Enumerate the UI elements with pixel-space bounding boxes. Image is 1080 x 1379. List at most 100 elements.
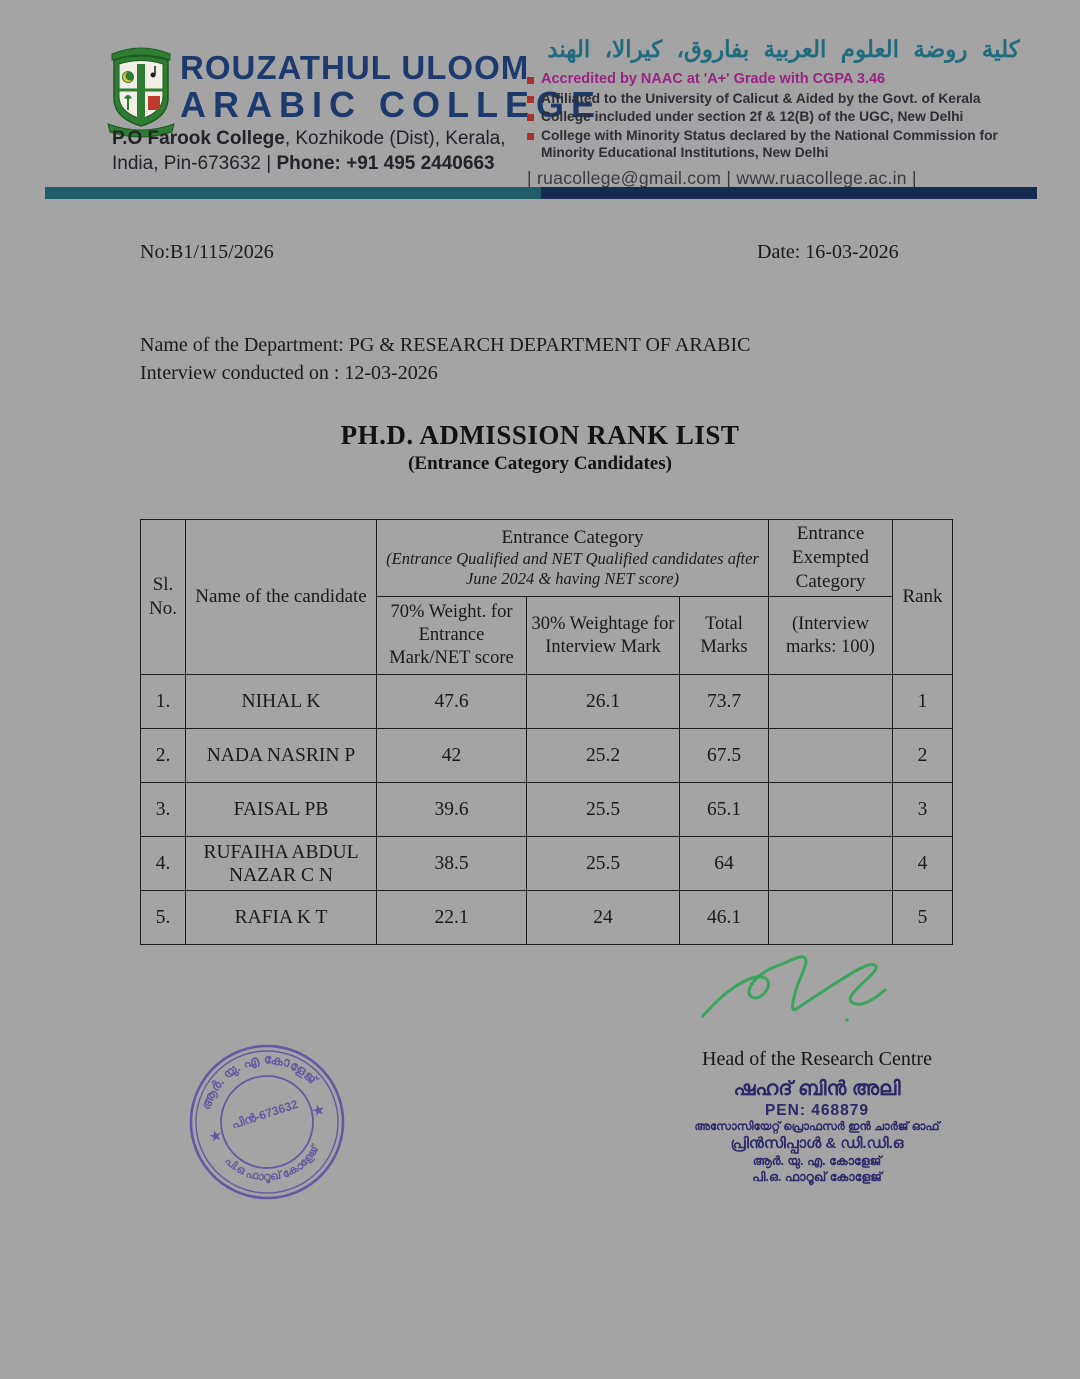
address-line1: P.O Farook College, Kozhikode (Dist), Ke…	[112, 126, 522, 151]
cell-name: RAFIA K T	[185, 890, 377, 945]
rank-list-table: Sl. No. Name of the candidate Entrance C…	[140, 519, 953, 945]
cell-name: NIHAL K	[185, 674, 377, 729]
cell-exempted	[768, 782, 893, 837]
header-sl-no: Sl. No.	[140, 519, 186, 675]
table-row: 2. NADA NASRIN P 42 25.2 67.5 2	[140, 728, 953, 783]
college-name-line2: ARABIC COLLEGE	[180, 83, 602, 125]
cell-rank: 4	[892, 836, 953, 891]
cell-exempted	[768, 890, 893, 945]
accreditation-item: Accredited by NAAC at 'A+' Grade with CG…	[527, 71, 1040, 89]
header-entrance-exempted: Entrance Exempted Category	[768, 519, 893, 597]
signatory-pen-number: PEN: 468879	[764, 1102, 870, 1119]
page-subtitle: (Entrance Category Candidates)	[408, 453, 672, 474]
accreditation-list: Accredited by NAAC at 'A+' Grade with CG…	[527, 71, 1040, 162]
signature-scribble	[701, 955, 887, 1022]
signatory-role: Head of the Research Centre	[702, 1048, 932, 1070]
contact-line: | ruacollege@gmail.com | www.ruacollege.…	[527, 167, 917, 188]
bullet-square-icon	[527, 95, 534, 103]
cell-w70: 42	[376, 728, 527, 783]
accreditation-naac: Accredited by NAAC at 'A+' Grade with CG…	[541, 71, 886, 87]
cell-name: RUFAIHA ABDUL NAZAR C N	[185, 836, 377, 891]
header-total-marks: Total Marks	[679, 596, 769, 675]
header-rank: Rank	[892, 519, 953, 675]
two-tone-divider-bar	[45, 187, 1037, 199]
department-name: Name of the Department: PG & RESEARCH DE…	[140, 334, 751, 356]
cell-total: 46.1	[679, 890, 769, 945]
cell-w70: 47.6	[376, 674, 527, 729]
table-row: 3. FAISAL PB 39.6 25.5 65.1 3	[140, 782, 953, 837]
cell-sl: 3.	[140, 782, 186, 837]
office-round-stamp: ആർ. യു. എ കോളേജ് പി.ഒ ഫാറൂഖ് കോളേജ് ★ ★ …	[189, 1039, 345, 1200]
header-right-block: كلية روضة العلوم العربية بفاروق، كيرالا،…	[527, 36, 1040, 189]
cell-total: 64	[679, 836, 769, 891]
entrance-category-title: Entrance Category	[501, 527, 644, 548]
cell-exempted	[768, 674, 893, 729]
table-row: 4. RUFAIHA ABDUL NAZAR C N 38.5 25.5 64 …	[140, 836, 953, 891]
department-block: Name of the Department: PG & RESEARCH DE…	[140, 331, 750, 387]
interview-date: Interview conducted on : 12-03-2026	[140, 362, 438, 384]
table-row: 5. RAFIA K T 22.1 24 46.1 5	[140, 890, 953, 945]
cell-rank: 5	[892, 890, 953, 945]
cell-w30: 25.5	[526, 782, 680, 837]
entrance-category-subtitle: (Entrance Qualified and NET Qualified ca…	[386, 549, 759, 588]
header-70-weightage: 70% Weight. for Entrance Mark/NET score	[376, 596, 527, 675]
bullet-square-icon	[527, 77, 534, 84]
accreditation-item: College included under section 2f & 12(B…	[527, 108, 1040, 126]
cell-w30: 25.2	[526, 728, 680, 783]
cell-exempted	[768, 728, 893, 783]
cell-exempted	[768, 836, 893, 891]
cell-total: 65.1	[679, 782, 769, 837]
cell-sl: 5.	[140, 890, 186, 945]
signatory-name-malayalam: ഷഹദ് ബിൻ അലി	[733, 1078, 901, 1100]
address-district: , Kozhikode (Dist), Kerala,	[284, 128, 506, 149]
accreditation-minority: College with Minority Status declared by…	[541, 127, 998, 161]
cell-rank: 1	[892, 674, 953, 729]
cell-w30: 24	[526, 890, 680, 945]
college-address: P.O Farook College, Kozhikode (Dist), Ke…	[112, 126, 522, 176]
header-candidate-name: Name of the candidate	[185, 519, 377, 675]
address-phone: Phone: +91 495 2440663	[276, 153, 495, 174]
address-pin: India, Pin-673632 |	[112, 153, 277, 174]
accreditation-item: Affiliated to the University of Calicut …	[527, 90, 1040, 108]
address-po: P.O Farook College	[112, 128, 285, 149]
accreditation-item: College with Minority Status declared by…	[527, 127, 1040, 162]
college-name-line1: ROUZATHUL ULOOM	[180, 49, 530, 86]
cell-name: FAISAL PB	[185, 782, 377, 837]
address-line2: India, Pin-673632 | Phone: +91 495 24406…	[112, 151, 522, 176]
signatory-details: ഷഹദ് ബിൻ അലി PEN: 468879 അസോസിയേറ്റ് പ്ര…	[662, 1077, 972, 1185]
cell-name: NADA NASRIN P	[185, 728, 377, 783]
accreditation-ugc: College included under section 2f & 12(B…	[541, 109, 964, 124]
cell-w30: 26.1	[526, 674, 680, 729]
signatory-designation-line2: പ്രിൻസിപ്പാൾ & ഡി.ഡി.ഒ	[730, 1135, 904, 1152]
header-interview-marks: (Interview marks: 100)	[768, 596, 893, 675]
cell-sl: 4.	[140, 836, 186, 891]
cell-total: 67.5	[679, 728, 769, 783]
signatory-designation-line1: അസോസിയേറ്റ് പ്രൊഫസർ ഇൻ ചാർജ് ഓഫ്	[694, 1121, 940, 1133]
bullet-square-icon	[527, 114, 534, 121]
page-title: PH.D. ADMISSION RANK LIST	[340, 420, 740, 450]
table-header-row-sub: 70% Weight. for Entrance Mark/NET score …	[141, 596, 953, 675]
bullet-square-icon	[527, 132, 534, 140]
cell-w70: 22.1	[376, 890, 527, 945]
stamp-center-text: പിൻ-673632	[230, 1097, 300, 1132]
signatory-college-line: ആർ. യു. എ. കോളേജ്	[752, 1154, 882, 1168]
table-row: 1. NIHAL K 47.6 26.1 73.7 1	[140, 674, 953, 729]
college-crest-logo	[107, 47, 175, 138]
cell-w70: 38.5	[376, 836, 527, 891]
document-number: No:B1/115/2026	[140, 241, 274, 263]
cell-rank: 3	[892, 782, 953, 837]
document-date: Date: 16-03-2026	[757, 241, 899, 263]
cell-rank: 2	[892, 728, 953, 783]
stamp-star-left: ★	[207, 1127, 224, 1146]
college-name: ROUZATHUL ULOOM ARABIC COLLEGE	[180, 50, 602, 125]
table-header-row-group: Sl. No. Name of the candidate Entrance C…	[140, 519, 953, 675]
cell-w70: 39.6	[376, 782, 527, 837]
accreditation-affiliation: Affiliated to the University of Calicut …	[541, 90, 981, 106]
cell-total: 73.7	[679, 674, 769, 729]
cell-sl: 1.	[140, 674, 186, 729]
cell-sl: 2.	[140, 728, 186, 783]
signatory-po-line: പി.ഒ. ഫാറൂഖ് കോളേജ്	[752, 1170, 882, 1184]
arabic-college-name: كلية روضة العلوم العربية بفاروق، كيرالا،…	[547, 36, 1020, 62]
cell-w30: 25.5	[526, 836, 680, 891]
